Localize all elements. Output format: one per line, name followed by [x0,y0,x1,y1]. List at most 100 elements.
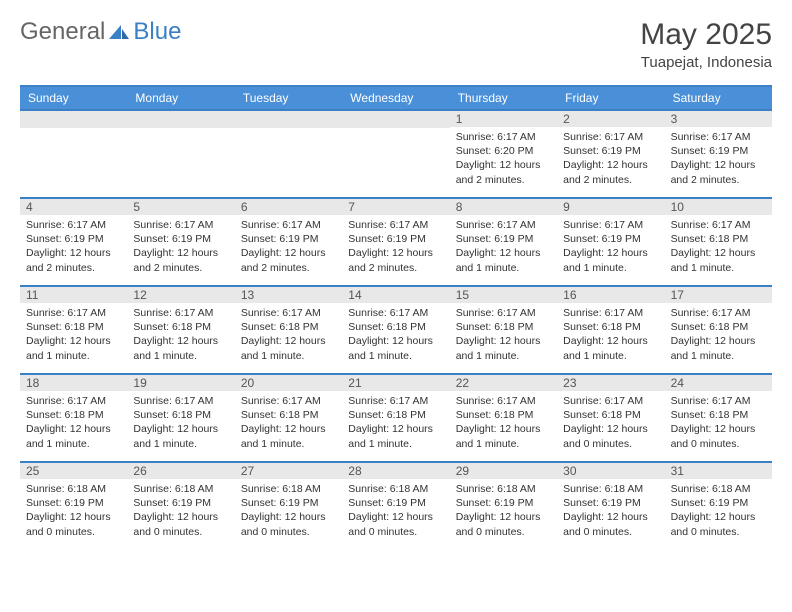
sunrise-line: Sunrise: 6:17 AM [456,394,551,408]
daylight-line: Daylight: 12 hours and 0 minutes. [241,510,336,538]
day-number: 12 [127,287,234,303]
day-number: 14 [342,287,449,303]
sunset-line: Sunset: 6:18 PM [563,408,658,422]
daylight-line: Daylight: 12 hours and 1 minute. [456,334,551,362]
sunset-line: Sunset: 6:19 PM [563,232,658,246]
calendar-cell: 10Sunrise: 6:17 AMSunset: 6:18 PMDayligh… [665,197,772,285]
calendar-cell: 23Sunrise: 6:17 AMSunset: 6:18 PMDayligh… [557,373,664,461]
day-body: Sunrise: 6:17 AMSunset: 6:18 PMDaylight:… [450,391,557,457]
day-number: 25 [20,463,127,479]
sunset-line: Sunset: 6:18 PM [241,408,336,422]
sunset-line: Sunset: 6:18 PM [348,408,443,422]
calendar-cell: 12Sunrise: 6:17 AMSunset: 6:18 PMDayligh… [127,285,234,373]
sunrise-line: Sunrise: 6:18 AM [133,482,228,496]
day-number: 15 [450,287,557,303]
calendar-cell: 14Sunrise: 6:17 AMSunset: 6:18 PMDayligh… [342,285,449,373]
header: General Blue May 2025 Tuapejat, Indonesi… [20,18,772,71]
daylight-line: Daylight: 12 hours and 0 minutes. [348,510,443,538]
dow-header: Sunday [20,87,127,109]
daylight-line: Daylight: 12 hours and 0 minutes. [671,422,766,450]
location: Tuapejat, Indonesia [640,54,772,71]
day-body: Sunrise: 6:17 AMSunset: 6:18 PMDaylight:… [557,391,664,457]
sunset-line: Sunset: 6:18 PM [133,320,228,334]
day-body: Sunrise: 6:17 AMSunset: 6:19 PMDaylight:… [450,215,557,281]
calendar-cell: 27Sunrise: 6:18 AMSunset: 6:19 PMDayligh… [235,461,342,549]
day-body: Sunrise: 6:17 AMSunset: 6:18 PMDaylight:… [127,391,234,457]
calendar-cell: 11Sunrise: 6:17 AMSunset: 6:18 PMDayligh… [20,285,127,373]
sunrise-line: Sunrise: 6:17 AM [241,218,336,232]
day-body: Sunrise: 6:17 AMSunset: 6:19 PMDaylight:… [665,127,772,193]
day-body: Sunrise: 6:18 AMSunset: 6:19 PMDaylight:… [342,479,449,545]
logo-text-blue: Blue [133,18,181,46]
daylight-line: Daylight: 12 hours and 2 minutes. [456,158,551,186]
calendar-cell-empty [127,109,234,197]
day-number: 27 [235,463,342,479]
calendar-cell-empty [20,109,127,197]
day-body: Sunrise: 6:18 AMSunset: 6:19 PMDaylight:… [450,479,557,545]
sunrise-line: Sunrise: 6:17 AM [26,394,121,408]
day-number: 31 [665,463,772,479]
sunrise-line: Sunrise: 6:17 AM [671,218,766,232]
sunset-line: Sunset: 6:19 PM [26,232,121,246]
sunrise-line: Sunrise: 6:18 AM [348,482,443,496]
calendar-cell: 3Sunrise: 6:17 AMSunset: 6:19 PMDaylight… [665,109,772,197]
sunset-line: Sunset: 6:19 PM [456,496,551,510]
calendar-cell: 7Sunrise: 6:17 AMSunset: 6:19 PMDaylight… [342,197,449,285]
sunset-line: Sunset: 6:19 PM [241,232,336,246]
daylight-line: Daylight: 12 hours and 1 minute. [26,334,121,362]
daylight-line: Daylight: 12 hours and 2 minutes. [133,246,228,274]
calendar-cell: 2Sunrise: 6:17 AMSunset: 6:19 PMDaylight… [557,109,664,197]
sunrise-line: Sunrise: 6:18 AM [241,482,336,496]
dow-header: Friday [557,87,664,109]
day-number: 3 [665,111,772,127]
calendar-cell: 29Sunrise: 6:18 AMSunset: 6:19 PMDayligh… [450,461,557,549]
sunrise-line: Sunrise: 6:17 AM [563,306,658,320]
daylight-line: Daylight: 12 hours and 2 minutes. [348,246,443,274]
sunset-line: Sunset: 6:18 PM [241,320,336,334]
day-body: Sunrise: 6:17 AMSunset: 6:18 PMDaylight:… [235,391,342,457]
logo-sail-icon [107,23,131,41]
daylight-line: Daylight: 12 hours and 1 minute. [348,334,443,362]
daylight-line: Daylight: 12 hours and 1 minute. [133,334,228,362]
sunrise-line: Sunrise: 6:17 AM [456,306,551,320]
day-body: Sunrise: 6:17 AMSunset: 6:18 PMDaylight:… [665,391,772,457]
dow-header: Saturday [665,87,772,109]
day-body: Sunrise: 6:17 AMSunset: 6:19 PMDaylight:… [557,127,664,193]
logo: General Blue [20,18,181,46]
day-number: 24 [665,375,772,391]
day-body: Sunrise: 6:17 AMSunset: 6:18 PMDaylight:… [450,303,557,369]
day-body: Sunrise: 6:18 AMSunset: 6:19 PMDaylight:… [127,479,234,545]
dow-header: Thursday [450,87,557,109]
calendar-cell: 17Sunrise: 6:17 AMSunset: 6:18 PMDayligh… [665,285,772,373]
calendar-cell: 28Sunrise: 6:18 AMSunset: 6:19 PMDayligh… [342,461,449,549]
sunrise-line: Sunrise: 6:17 AM [563,130,658,144]
sunset-line: Sunset: 6:19 PM [456,232,551,246]
day-number: 23 [557,375,664,391]
calendar-cell: 22Sunrise: 6:17 AMSunset: 6:18 PMDayligh… [450,373,557,461]
sunrise-line: Sunrise: 6:17 AM [348,306,443,320]
logo-text-general: General [20,18,105,46]
sunset-line: Sunset: 6:19 PM [26,496,121,510]
sunrise-line: Sunrise: 6:18 AM [671,482,766,496]
day-body: Sunrise: 6:18 AMSunset: 6:19 PMDaylight:… [235,479,342,545]
dow-header: Monday [127,87,234,109]
sunset-line: Sunset: 6:19 PM [133,496,228,510]
day-number: 18 [20,375,127,391]
calendar-cell: 30Sunrise: 6:18 AMSunset: 6:19 PMDayligh… [557,461,664,549]
daylight-line: Daylight: 12 hours and 0 minutes. [133,510,228,538]
daylight-line: Daylight: 12 hours and 1 minute. [563,334,658,362]
daylight-line: Daylight: 12 hours and 0 minutes. [563,422,658,450]
daylight-line: Daylight: 12 hours and 1 minute. [133,422,228,450]
daylight-line: Daylight: 12 hours and 1 minute. [671,246,766,274]
day-body: Sunrise: 6:17 AMSunset: 6:19 PMDaylight:… [342,215,449,281]
sunrise-line: Sunrise: 6:17 AM [26,306,121,320]
daylight-line: Daylight: 12 hours and 1 minute. [456,422,551,450]
day-number: 9 [557,199,664,215]
day-number: 19 [127,375,234,391]
sunset-line: Sunset: 6:18 PM [456,408,551,422]
calendar-grid: SundayMondayTuesdayWednesdayThursdayFrid… [20,85,772,549]
day-number: 11 [20,287,127,303]
calendar-cell: 31Sunrise: 6:18 AMSunset: 6:19 PMDayligh… [665,461,772,549]
calendar-cell: 25Sunrise: 6:18 AMSunset: 6:19 PMDayligh… [20,461,127,549]
day-number: 6 [235,199,342,215]
